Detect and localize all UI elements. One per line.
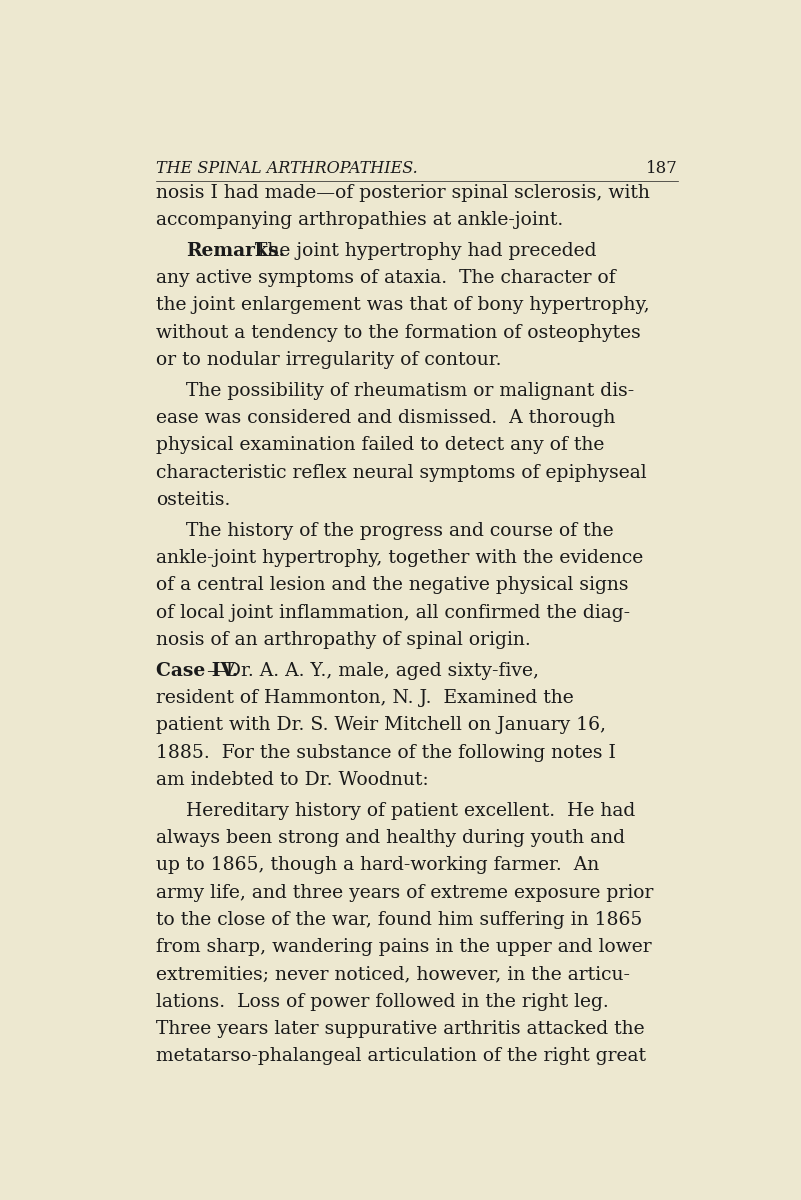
Text: resident of Hammonton, N. J.  Examined the: resident of Hammonton, N. J. Examined th… <box>156 689 574 707</box>
Text: lations.  Loss of power followed in the right leg.: lations. Loss of power followed in the r… <box>156 992 609 1010</box>
Text: patient with Dr. S. Weir Mitchell on January 16,: patient with Dr. S. Weir Mitchell on Jan… <box>156 716 606 734</box>
Text: or to nodular irregularity of contour.: or to nodular irregularity of contour. <box>156 350 501 368</box>
Text: any active symptoms of ataxia.  The character of: any active symptoms of ataxia. The chara… <box>156 269 615 287</box>
Text: without a tendency to the formation of osteophytes: without a tendency to the formation of o… <box>156 324 641 342</box>
Text: metatarso-phalangeal articulation of the right great: metatarso-phalangeal articulation of the… <box>156 1048 646 1066</box>
Text: am indebted to Dr. Woodnut:: am indebted to Dr. Woodnut: <box>156 770 429 788</box>
Text: physical examination failed to detect any of the: physical examination failed to detect an… <box>156 437 604 455</box>
Text: 1885.  For the substance of the following notes I: 1885. For the substance of the following… <box>156 744 616 762</box>
Text: of local joint inflammation, all confirmed the diag-: of local joint inflammation, all confirm… <box>156 604 630 622</box>
Text: characteristic reflex neural symptoms of epiphyseal: characteristic reflex neural symptoms of… <box>156 463 646 481</box>
Text: THE SPINAL ARTHROPATHIES.: THE SPINAL ARTHROPATHIES. <box>156 161 417 178</box>
Text: to the close of the war, found him suffering in 1865: to the close of the war, found him suffe… <box>156 911 642 929</box>
Text: army life, and three years of extreme exposure prior: army life, and three years of extreme ex… <box>156 883 654 901</box>
Text: osteitis.: osteitis. <box>156 491 230 509</box>
Text: up to 1865, though a hard-working farmer.  An: up to 1865, though a hard-working farmer… <box>156 857 599 875</box>
Text: —Dr. A. A. Y., male, aged sixty-five,: —Dr. A. A. Y., male, aged sixty-five, <box>207 661 539 679</box>
Text: extremities; never noticed, however, in the articu-: extremities; never noticed, however, in … <box>156 965 630 983</box>
Text: nosis of an arthropathy of spinal origin.: nosis of an arthropathy of spinal origin… <box>156 631 530 649</box>
Text: accompanying arthropathies at ankle-joint.: accompanying arthropathies at ankle-join… <box>156 211 563 229</box>
Text: always been strong and healthy during youth and: always been strong and healthy during yo… <box>156 829 625 847</box>
Text: The history of the progress and course of the: The history of the progress and course o… <box>186 522 614 540</box>
Text: the joint enlargement was that of bony hypertrophy,: the joint enlargement was that of bony h… <box>156 296 650 314</box>
Text: The joint hypertrophy had preceded: The joint hypertrophy had preceded <box>243 242 596 260</box>
Text: Remarks.: Remarks. <box>186 242 285 260</box>
Text: Three years later suppurative arthritis attacked the: Three years later suppurative arthritis … <box>156 1020 645 1038</box>
Text: Case IV.: Case IV. <box>156 661 238 679</box>
Text: 187: 187 <box>646 161 678 178</box>
Text: ease was considered and dismissed.  A thorough: ease was considered and dismissed. A tho… <box>156 409 615 427</box>
Text: The possibility of rheumatism or malignant dis-: The possibility of rheumatism or maligna… <box>186 382 634 400</box>
Text: nosis I had made—of posterior spinal sclerosis, with: nosis I had made—of posterior spinal scl… <box>156 184 650 202</box>
Text: Hereditary history of patient excellent.  He had: Hereditary history of patient excellent.… <box>186 802 635 820</box>
Text: from sharp, wandering pains in the upper and lower: from sharp, wandering pains in the upper… <box>156 938 651 956</box>
Text: of a central lesion and the negative physical signs: of a central lesion and the negative phy… <box>156 576 628 594</box>
Text: ankle-joint hypertrophy, together with the evidence: ankle-joint hypertrophy, together with t… <box>156 550 643 568</box>
